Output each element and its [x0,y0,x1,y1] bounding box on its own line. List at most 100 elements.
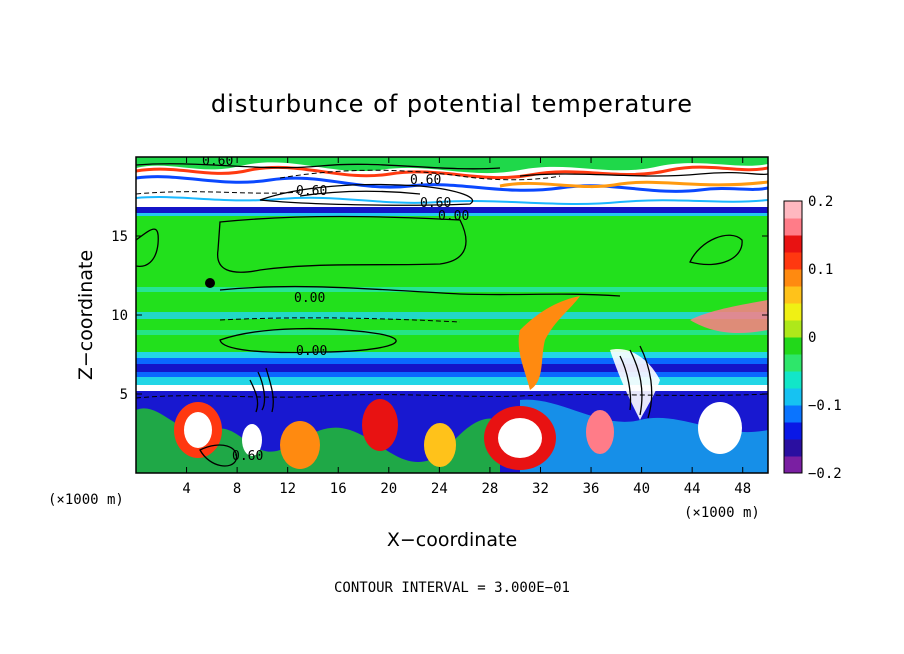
x-tick-label: 44 [684,481,701,497]
y-tick-label: 5 [120,387,128,403]
cold-band-blue [136,358,768,364]
contour-label: 0.00 [296,344,327,359]
contour-zero-top [217,215,467,273]
colorbar-label: −0.1 [808,398,842,414]
x-tick-label: 28 [481,481,498,497]
contour-zero-low [219,327,397,354]
dashed-contour-mid [219,317,461,323]
x-tick-label: 40 [633,481,650,497]
colorbar-label: 0 [808,330,816,346]
colorbar-label: 0.1 [808,262,833,278]
upper-wave-blue-2 [136,196,768,205]
colorbar [784,201,802,474]
contour-label: 0.00 [438,209,469,224]
contour-left-bump [136,228,159,268]
cold-band-cyan-2 [136,377,768,385]
x-unit-left: (×1000 m) [48,492,124,508]
x-tick-label: 24 [431,481,448,497]
contour-label: 0.60 [296,184,327,199]
warm-blob-8 [242,424,262,456]
x-axis: 4 8 12 16 20 24 28 32 36 40 44 48 [182,157,751,497]
colorbar-swatch [784,269,802,287]
x-tick-label: 8 [233,481,241,497]
y-axis-label: Z−coordinate [75,250,97,380]
contour-label: 0.00 [294,291,325,306]
y-tick-label: 15 [111,229,128,245]
warm-blob-5-core [498,418,542,458]
contour-dot [205,278,215,288]
tropopause-band-cyan [136,213,768,216]
contour-label: 0.60 [420,196,451,211]
contours [136,163,768,467]
y-tick-label: 10 [111,308,128,324]
contour-right-loop [689,234,743,266]
colorbar-swatch [784,286,802,304]
contour-label: 0.60 [202,154,233,169]
x-tick-label: 48 [734,481,751,497]
contour-low-left [199,444,238,467]
x-tick-label: 12 [279,481,296,497]
plume-3 [690,300,768,333]
contour-upper-3 [299,190,421,197]
colorbar-label: 0.2 [808,194,833,210]
dashed-contours [136,169,768,399]
chart-title: disturbunce of potential temperature [211,90,693,118]
colorbar-swatch [784,439,802,457]
cold-band-white [136,385,768,391]
contour-upper-4 [519,171,768,177]
tropopause-band [136,207,768,213]
plot-area: 0.60 0.60 0.60 0.60 0.00 0.00 0.00 0.60 [136,154,768,473]
warm-blob-1-core [184,412,212,448]
lower-cyan [520,399,768,473]
dashed-contour-upper [279,169,561,181]
y-axis: 5 10 15 [111,229,768,403]
x-unit-right: (×1000 m) [684,505,760,521]
colorbar-swatch [784,303,802,321]
cyan-band-2 [136,312,768,319]
contour-upper-2 [259,183,473,206]
colorbar-swatch [784,456,802,474]
upper-wave-blue [136,175,768,193]
dashed-contour-low [136,393,768,399]
x-axis-label: X−coordinate [387,529,517,551]
cold-band-dark [136,364,768,372]
colorbar-frame [783,200,803,474]
warm-blob-6 [586,410,614,454]
colorbar-swatch [784,354,802,372]
colorbar-swatch [784,252,802,270]
upper-wave-warm [136,157,768,174]
colorbar-labels: 0.2 0.1 0 −0.1 −0.2 [808,194,842,482]
cold-band-cyan [136,352,768,358]
upper-wave-red [136,165,768,180]
x-tick-label: 36 [583,481,600,497]
contour-zero-mid [219,285,621,297]
x-tick-label: 20 [380,481,397,497]
cold-band-blue-2 [136,372,768,377]
colorbar-swatch [784,320,802,338]
colorbar-swatch [784,201,802,219]
colorbar-swatch [784,388,802,406]
contour-upper-1 [136,163,501,170]
colorbar-swatch [784,405,802,423]
upper-wave-orange [499,180,768,189]
colorbar-swatch [784,337,802,355]
x-tick-label: 16 [330,481,347,497]
warm-blob-4 [424,423,456,467]
warm-blob-2 [280,421,320,469]
colorbar-label: −0.2 [808,466,842,482]
warm-blob-7 [698,402,742,454]
colorbar-swatch [784,371,802,389]
dashed-contour-upper-2 [136,191,301,195]
colorbar-swatch [784,235,802,253]
plume-1 [518,296,580,390]
colorbar-swatch [784,422,802,440]
colorbar-swatch [784,218,802,236]
contour-label: 0.60 [410,173,441,188]
x-tick-label: 32 [532,481,549,497]
x-tick-label: 4 [182,481,190,497]
cyan-band-1 [136,287,768,292]
warm-blob-3 [362,399,398,451]
contour-label: 0.60 [232,449,263,464]
cyan-band-3 [136,330,768,335]
